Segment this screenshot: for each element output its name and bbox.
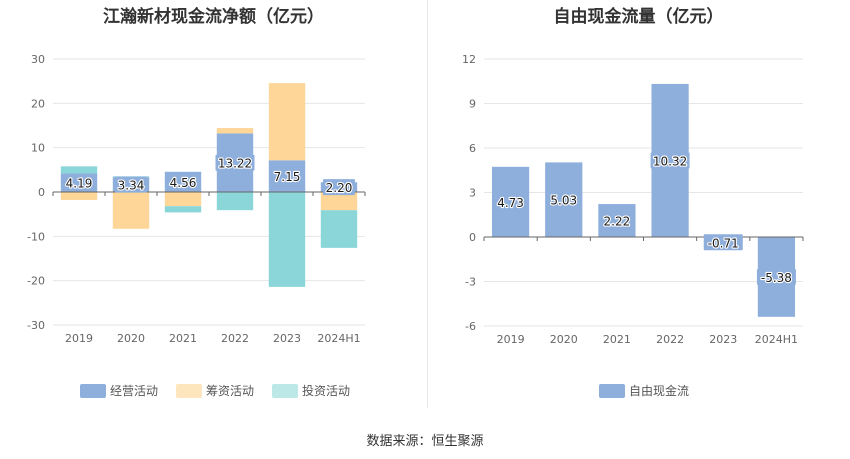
x-tick-label: 2019 (65, 332, 93, 345)
free-cash-flow-chart: 12 9 6 3 0 -3 -6 2019 2020 2021 2022 2023 2024H1 4.73… (462, 53, 804, 346)
data-label-bg (115, 176, 147, 193)
left-chart-title: 江瀚新材现金流净额（亿元） (103, 7, 324, 27)
x-tick-label: 2024H1 (755, 333, 798, 346)
data-label-bg (600, 212, 633, 229)
y-tick-label: 0 (469, 231, 476, 244)
data-label-bg (650, 152, 690, 169)
data-label: 2.22 (604, 215, 631, 229)
x-tick-label: 2023 (709, 333, 737, 346)
bar (60, 166, 98, 174)
legend-label: 经营活动 (110, 384, 159, 398)
x-tick-label: 2023 (273, 332, 301, 345)
bar (216, 192, 254, 211)
bar (268, 83, 306, 161)
cash-flow-net-chart: 30 20 10 0 -10 -20 -30 2019 2020 2021 2022 2023 2024… (27, 53, 366, 345)
y-tick-label: 0 (38, 186, 45, 199)
x-tick-label: 2020 (117, 332, 145, 345)
bar (320, 210, 358, 248)
bar (320, 192, 358, 211)
right-chart-title: 自由现金流量（亿元） (553, 7, 724, 27)
data-label: 5.03 (550, 194, 577, 208)
legend-label: 投资活动 (302, 384, 351, 398)
data-label: 4.73 (497, 196, 524, 210)
y-tick-label: 30 (31, 53, 45, 66)
bar (164, 206, 202, 213)
y-tick-label: 20 (31, 97, 45, 110)
data-label-bg (494, 193, 527, 210)
data-label: -0.71 (708, 236, 739, 250)
data-label: 7.15 (274, 170, 301, 184)
legend-label: 自由现金流 (629, 384, 690, 398)
legend-item-financing[interactable]: 筹资活动 (176, 382, 254, 399)
x-tick-label: 2021 (603, 333, 631, 346)
data-label-bg (323, 179, 355, 196)
chart-divider (427, 0, 428, 408)
x-tick-label: 2022 (656, 333, 684, 346)
legend-swatch (599, 383, 625, 398)
y-tick-label: 12 (462, 53, 476, 66)
legend-item-free-cash-flow[interactable]: 自由现金流 (599, 382, 689, 399)
x-tick-label: 2019 (497, 333, 525, 346)
bar (112, 192, 150, 229)
data-label-bg (63, 174, 95, 191)
legend-label: 筹资活动 (206, 384, 255, 398)
y-tick-label: -30 (27, 319, 45, 332)
data-source-note: 数据来源：恒生聚源 (366, 434, 484, 449)
legend-item-operating[interactable]: 经营活动 (80, 382, 158, 399)
y-tick-label: 3 (469, 187, 476, 200)
data-label-bg (703, 234, 743, 251)
legend-swatch (272, 383, 299, 398)
data-label: 13.22 (218, 157, 252, 171)
legend-swatch (176, 383, 203, 398)
y-tick-label: -6 (465, 320, 476, 333)
y-tick-label: -3 (465, 276, 476, 289)
data-label: 2.20 (326, 181, 353, 195)
y-tick-label: -10 (27, 230, 45, 243)
data-label-bg (547, 191, 580, 208)
y-tick-label: -20 (27, 275, 45, 288)
bar (164, 192, 202, 207)
x-tick-label: 2021 (169, 332, 197, 345)
left-legend: 经营活动 筹资活动 投资活动 (80, 382, 350, 399)
x-tick-label: 2024H1 (317, 332, 360, 345)
data-label: 3.34 (118, 179, 145, 193)
legend-swatch (80, 383, 106, 398)
right-legend: 自由现金流 (599, 382, 689, 399)
legend-item-investing[interactable]: 投资活动 (272, 382, 350, 399)
data-label: 4.19 (66, 177, 93, 191)
y-tick-label: 9 (469, 98, 476, 111)
data-label-bg (167, 173, 199, 190)
x-tick-label: 2020 (550, 333, 578, 346)
data-label: 4.56 (170, 176, 197, 190)
data-label: 10.32 (653, 154, 687, 168)
bar (268, 192, 306, 287)
bar (60, 192, 98, 200)
bar (216, 128, 254, 134)
y-tick-label: 6 (469, 142, 476, 155)
data-label-bg (215, 154, 255, 171)
data-label-bg (756, 268, 796, 285)
x-tick-label: 2022 (221, 332, 249, 345)
data-label: -5.38 (761, 271, 792, 285)
y-tick-label: 10 (31, 142, 45, 155)
data-label-bg (271, 168, 303, 185)
